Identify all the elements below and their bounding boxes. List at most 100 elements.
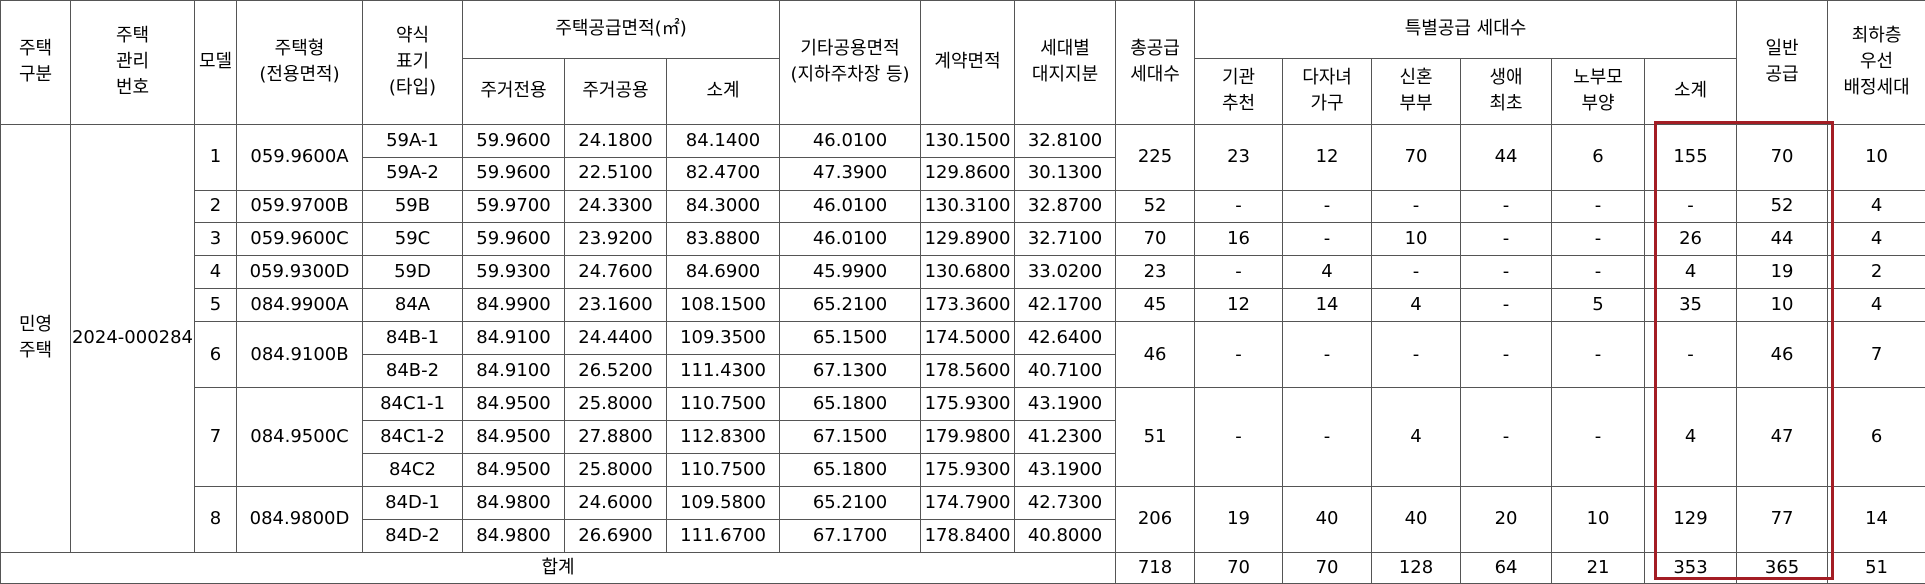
other-shared-area-cell: 46.0100 — [779, 222, 922, 257]
first-time-cell: - — [1460, 255, 1553, 290]
land-share-cell: 32.8700 — [1014, 189, 1117, 224]
abbreviation-cell: 84B-1 — [362, 321, 463, 356]
totals-subtotal-cell: 353 — [1644, 551, 1738, 584]
elderly-parent-cell: - — [1551, 255, 1646, 290]
header-housing-category: 주택 구분 — [0, 0, 71, 125]
housing-type-cell: 059.9700B — [236, 189, 363, 224]
multi-child-cell: 14 — [1282, 288, 1373, 323]
first-time-cell: 44 — [1460, 123, 1553, 191]
exclusive-area-cell: 84.9500 — [462, 453, 565, 488]
general-supply-cell: 46 — [1736, 321, 1829, 389]
abbreviation-cell: 59A-1 — [362, 123, 463, 158]
supply-subtotal-cell: 112.8300 — [665, 420, 781, 455]
header-special-subtotal: 소계 — [1644, 57, 1738, 125]
header-multi-child: 다자녀 가구 — [1282, 57, 1373, 125]
contract-area-cell: 174.5000 — [920, 321, 1016, 356]
other-shared-area-cell: 67.1300 — [779, 354, 922, 389]
other-shared-area-cell: 65.1800 — [779, 453, 922, 488]
abbreviation-cell: 84C1-2 — [362, 420, 463, 455]
header-other-shared-area: 기타공용면적 (지하주차장 등) — [779, 0, 922, 125]
header-row-2: 주거전용 주거공용 소계 기관 추천 다자녀 가구 신혼 부부 생애 최초 노부모 부양 … — [1, 57, 1925, 125]
first-time-cell: - — [1460, 321, 1553, 389]
lowest-floor-priority-cell: 6 — [1827, 387, 1925, 488]
multi-child-cell: 12 — [1282, 123, 1373, 191]
exclusive-area-cell: 84.9900 — [462, 288, 565, 323]
exclusive-area-cell: 84.9500 — [462, 387, 565, 422]
totals-label: 합계 — [0, 551, 1117, 584]
total-supply-cell: 51 — [1115, 387, 1196, 488]
model-number-cell: 4 — [194, 255, 237, 290]
supply-subtotal-cell: 109.5800 — [665, 486, 781, 521]
housing-category-cell: 민영 주택 — [0, 123, 71, 553]
newlywed-cell: 4 — [1371, 387, 1462, 488]
newlywed-cell: - — [1371, 189, 1462, 224]
total-supply-cell: 45 — [1115, 288, 1196, 323]
shared-area-cell: 25.8000 — [564, 387, 667, 422]
contract-area-cell: 178.8400 — [920, 519, 1016, 553]
exclusive-area-cell: 59.9700 — [462, 189, 565, 224]
elderly-parent-cell: - — [1551, 189, 1646, 224]
totals-newlywed-cell: 128 — [1371, 551, 1462, 584]
multi-child-cell: - — [1282, 189, 1373, 224]
total-supply-cell: 52 — [1115, 189, 1196, 224]
header-supply-area: 주택공급면적(㎡) — [461, 0, 781, 59]
supply-subtotal-cell: 84.1400 — [665, 123, 781, 158]
institution-cell: - — [1194, 189, 1284, 224]
exclusive-area-cell: 84.9500 — [462, 420, 565, 455]
housing-type-cell: 059.9600A — [236, 123, 363, 191]
abbreviation-cell: 59A-2 — [362, 156, 463, 191]
supply-subtotal-cell: 111.6700 — [665, 519, 781, 553]
land-share-cell: 43.1900 — [1014, 387, 1117, 422]
exclusive-area-cell: 59.9600 — [462, 156, 565, 191]
shared-area-cell: 27.8800 — [564, 420, 667, 455]
first-time-cell: 20 — [1460, 486, 1553, 553]
shared-area-cell: 24.7600 — [564, 255, 667, 290]
special-subtotal-cell: 4 — [1644, 387, 1738, 488]
contract-area-cell: 129.8600 — [920, 156, 1016, 191]
other-shared-area-cell: 45.9900 — [779, 255, 922, 290]
contract-area-cell: 174.7900 — [920, 486, 1016, 521]
shared-area-cell: 24.4400 — [564, 321, 667, 356]
general-supply-cell: 52 — [1736, 189, 1829, 224]
header-newlywed: 신혼 부부 — [1371, 57, 1462, 125]
header-institution: 기관 추천 — [1194, 57, 1284, 125]
contract-area-cell: 178.5600 — [920, 354, 1016, 389]
other-shared-area-cell: 65.2100 — [779, 288, 922, 323]
supply-subtotal-cell: 82.4700 — [665, 156, 781, 191]
exclusive-area-cell: 84.9800 — [462, 486, 565, 521]
special-subtotal-cell: 26 — [1644, 222, 1738, 257]
housing-type-cell: 059.9300D — [236, 255, 363, 290]
general-supply-cell: 70 — [1736, 123, 1829, 191]
lowest-floor-priority-cell: 4 — [1827, 222, 1925, 257]
shared-area-cell: 23.9200 — [564, 222, 667, 257]
model-number-cell: 6 — [194, 321, 237, 389]
header-shared-area: 주거공용 — [564, 57, 667, 125]
totals-first-time-cell: 64 — [1460, 551, 1553, 584]
contract-area-cell: 179.9800 — [920, 420, 1016, 455]
model-number-cell: 3 — [194, 222, 237, 257]
general-supply-cell: 47 — [1736, 387, 1829, 488]
other-shared-area-cell: 67.1500 — [779, 420, 922, 455]
totals-row: 합계 718 70 70 128 64 21 353 365 51 — [0, 551, 1925, 584]
abbreviation-cell: 84B-2 — [362, 354, 463, 389]
special-subtotal-cell: 155 — [1644, 123, 1738, 191]
header-general-supply: 일반 공급 — [1736, 0, 1829, 125]
housing-type-cell: 084.9500C — [236, 387, 363, 488]
land-share-cell: 42.6400 — [1014, 321, 1117, 356]
other-shared-area-cell: 65.1800 — [779, 387, 922, 422]
table-row: 3 059.9600C 59C 59.9600 23.9200 83.8800 46.010… — [1, 222, 1925, 257]
totals-general-cell: 365 — [1736, 551, 1829, 584]
land-share-cell: 40.8000 — [1014, 519, 1117, 553]
table-row: 4 059.9300D 59D 59.9300 24.7600 84.6900 45.990… — [1, 255, 1925, 290]
first-time-cell: - — [1460, 387, 1553, 488]
housing-type-cell: 084.9800D — [236, 486, 363, 553]
contract-area-cell: 130.3100 — [920, 189, 1016, 224]
totals-elderly-cell: 21 — [1551, 551, 1646, 584]
contract-area-cell: 175.9300 — [920, 387, 1016, 422]
newlywed-cell: - — [1371, 321, 1462, 389]
table-row: 민영 주택 2024-000284 1 059.9600A 59A-1 59.9600 24.… — [0, 123, 1925, 553]
table-row: 84C1-2 84.9500 27.8800 112.8300 67.1500 179.9… — [1, 420, 1925, 455]
header-row-1: 주택 구분 주택 관리 번호 모델 주택형 (전용면적) 약식 표기 (타입) 주택공급면적… — [0, 0, 1925, 125]
first-time-cell: - — [1460, 222, 1553, 257]
housing-type-cell: 084.9100B — [236, 321, 363, 389]
